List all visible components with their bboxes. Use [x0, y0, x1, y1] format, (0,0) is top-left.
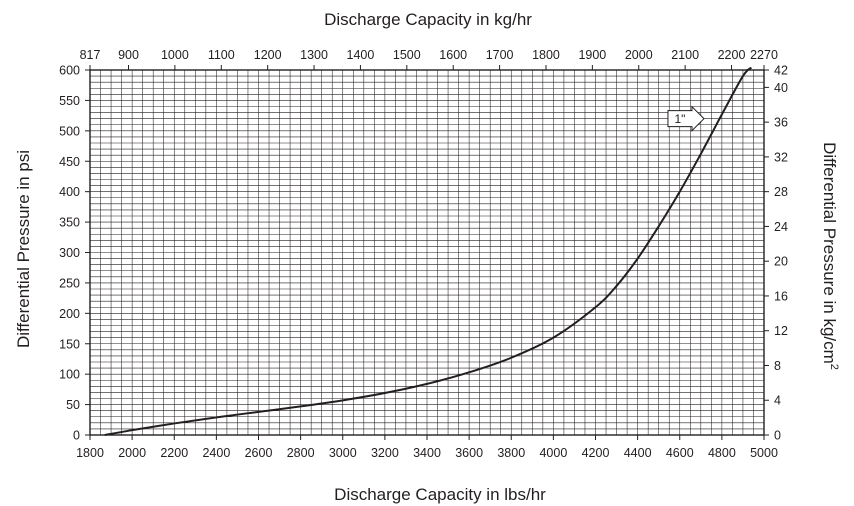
top-tick-label: 2000 — [625, 48, 653, 62]
y-tick-label: 50 — [66, 398, 80, 412]
y-tick-label: 550 — [59, 94, 80, 108]
top-tick-label: 1400 — [347, 48, 375, 62]
y-tick-label: 0 — [73, 429, 80, 443]
y-tick-label: 200 — [59, 307, 80, 321]
top-tick-label: 1300 — [300, 48, 328, 62]
x-tick-label: 3600 — [455, 446, 483, 460]
right-axis-title: Differential Pressure in kg/cm2 — [820, 142, 840, 370]
y-tick-label: 300 — [59, 246, 80, 260]
right-tick-label: 0 — [774, 429, 781, 443]
right-axis-title-main: Differential Pressure in kg/cm — [820, 142, 839, 364]
y-tick-label: 350 — [59, 216, 80, 230]
top-tick-label: 1600 — [439, 48, 467, 62]
right-tick-label: 32 — [774, 150, 788, 164]
x-tick-label: 5000 — [750, 446, 778, 460]
x-tick-label: 1800 — [76, 446, 104, 460]
right-tick-label: 42 — [774, 64, 788, 78]
x-tick-label: 4000 — [539, 446, 567, 460]
y-tick-label: 250 — [59, 276, 80, 290]
top-tick-label: 2100 — [671, 48, 699, 62]
right-tick-label: 24 — [774, 220, 788, 234]
x-tick-label: 3000 — [329, 446, 357, 460]
top-tick-label: 1500 — [393, 48, 421, 62]
x-tick-label: 3800 — [497, 446, 525, 460]
bottom-axis-title: Discharge Capacity in lbs/hr — [334, 485, 546, 504]
x-tick-label: 3200 — [371, 446, 399, 460]
top-tick-label: 1100 — [208, 48, 235, 62]
top-tick-label: 1200 — [254, 48, 282, 62]
right-tick-label: 20 — [774, 255, 788, 269]
x-tick-label: 2000 — [118, 446, 146, 460]
right-tick-label: 12 — [774, 324, 788, 338]
top-tick-label: 1900 — [578, 48, 606, 62]
x-tick-label: 2200 — [160, 446, 188, 460]
top-tick-label: 1800 — [532, 48, 560, 62]
x-tick-label: 2600 — [245, 446, 273, 460]
y-axis-tick-labels: 0 50 100 150 200 250 300 350 400 450 500 550 600 — [59, 64, 80, 443]
top-tick-label: 817 — [80, 48, 101, 62]
top-axis-title: Discharge Capacity in kg/hr — [324, 10, 532, 29]
right-axis-title-superscript: 2 — [828, 364, 840, 370]
x-tick-label: 4400 — [624, 446, 652, 460]
x-tick-label: 2400 — [202, 446, 230, 460]
x-tick-label: 2800 — [287, 446, 315, 460]
top-tick-label: 2270 — [750, 48, 778, 62]
right-tick-label: 36 — [774, 116, 788, 130]
right-tick-label: 4 — [774, 394, 781, 408]
y-tick-label: 450 — [59, 155, 80, 169]
series-line-1-inch — [104, 66, 753, 436]
right-tick-label: 8 — [774, 359, 781, 373]
x-tick-label: 3400 — [413, 446, 441, 460]
x-tick-label: 4600 — [666, 446, 694, 460]
top-axis-tick-labels: 817 900 1000 1100 1200 1300 1400 1500 1600 1700 18… — [80, 48, 778, 62]
right-tick-label: 16 — [774, 289, 788, 303]
top-tick-label: 900 — [118, 48, 139, 62]
y-tick-label: 100 — [59, 368, 80, 382]
y-tick-label: 600 — [59, 64, 80, 78]
callout-arrow-shape — [667, 105, 705, 132]
callout-label: 1" — [674, 112, 685, 126]
top-tick-label: 1000 — [161, 48, 189, 62]
chart-grid — [90, 70, 764, 435]
x-axis-tick-labels: 1800 2000 2200 2400 2600 2800 3000 3200 3400 3600… — [76, 446, 778, 460]
top-tick-label: 1700 — [486, 48, 514, 62]
y-tick-label: 500 — [59, 124, 80, 138]
y-tick-label: 400 — [59, 185, 80, 199]
x-tick-label: 4200 — [582, 446, 610, 460]
top-tick-label: 2200 — [718, 48, 746, 62]
axis-ticks — [85, 65, 769, 440]
left-axis-title: Differential Pressure in psi — [14, 150, 33, 348]
y-tick-label: 150 — [59, 337, 80, 351]
series-callout: 1" — [667, 105, 705, 132]
x-tick-label: 4800 — [708, 446, 736, 460]
right-tick-label: 28 — [774, 185, 788, 199]
right-axis-tick-labels: 0 4 8 12 16 20 24 28 32 36 40 42 — [774, 64, 788, 443]
right-tick-label: 40 — [774, 81, 788, 95]
